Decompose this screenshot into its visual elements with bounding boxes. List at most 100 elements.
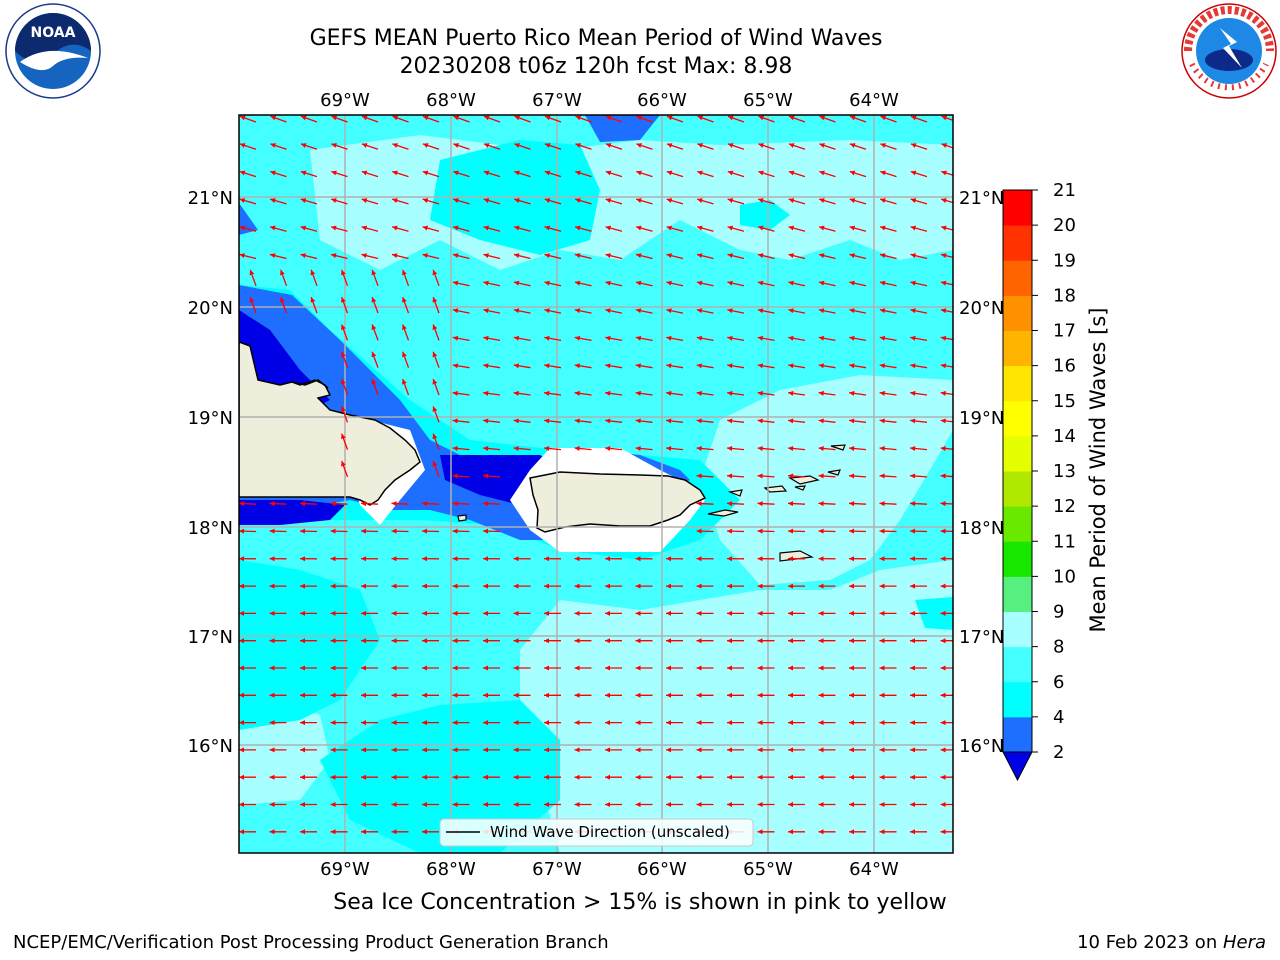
wind-wave-arrowhead	[422, 583, 427, 589]
wind-wave-arrowhead	[513, 556, 519, 562]
wind-wave-arrowhead	[300, 747, 305, 753]
wind-wave-arrowhead	[849, 363, 855, 369]
wind-wave-arrowhead	[422, 774, 427, 780]
wind-wave-arrowhead	[758, 225, 764, 231]
wind-wave-arrowhead	[666, 390, 672, 396]
wind-wave-arrowhead	[758, 198, 764, 203]
wind-wave-arrowhead	[940, 610, 946, 616]
wind-wave-arrowhead	[544, 418, 550, 424]
wind-wave-arrowhead	[849, 583, 854, 589]
contour-6-8-northeast	[740, 200, 790, 230]
wind-wave-arrowhead	[300, 802, 305, 807]
wind-wave-arrowhead	[879, 473, 885, 479]
wind-wave-arrowhead	[432, 297, 438, 303]
wind-wave-arrowhead	[452, 774, 458, 780]
wind-wave-arrowhead	[432, 269, 438, 276]
wind-wave-arrowhead	[727, 692, 732, 698]
wind-wave-arrowhead	[757, 445, 763, 451]
wind-wave-arrowhead	[788, 445, 794, 451]
wind-wave-arrowhead	[513, 335, 520, 341]
wind-wave-arrowhead	[635, 308, 642, 314]
wind-wave-arrowhead	[879, 280, 886, 286]
wind-wave-arrowhead	[818, 638, 824, 644]
wind-wave-arrowhead	[727, 747, 732, 753]
wind-wave-arrowhead	[422, 501, 428, 507]
wind-wave-arrowhead	[422, 720, 427, 726]
wind-wave-arrowhead	[605, 308, 611, 314]
wind-wave-arrowhead	[269, 774, 275, 780]
wind-wave-arrowhead	[422, 170, 429, 176]
wind-wave-arrowhead	[330, 638, 336, 644]
contour-8-9-east	[700, 375, 953, 585]
wind-wave-arrowhead	[940, 747, 946, 753]
wind-wave-arrowhead	[789, 115, 795, 121]
wind-wave-arrowhead	[452, 253, 459, 259]
wind-wave-arrowhead	[341, 433, 346, 440]
wind-wave-arrowhead	[910, 583, 915, 589]
wind-wave-arrowhead	[280, 269, 285, 276]
wind-wave-arrowhead	[605, 692, 610, 698]
wind-wave-arrowhead	[788, 225, 795, 231]
wind-wave-arrowhead	[483, 501, 489, 507]
wind-wave-arrowhead	[341, 324, 346, 330]
wind-wave-arrowhead	[727, 253, 733, 259]
wind-wave-arrowhead	[239, 198, 246, 203]
colorbar-segment	[1003, 611, 1032, 648]
wind-wave-arrowhead	[300, 692, 305, 698]
wind-wave-arrowhead	[452, 280, 459, 286]
wind-wave-arrowhead	[330, 774, 336, 780]
wind-wave-arrowhead	[666, 638, 671, 644]
wind-wave-arrowhead	[635, 418, 641, 424]
wind-wave-arrowhead	[544, 638, 549, 644]
wind-wave-arrowhead	[371, 297, 377, 303]
wind-wave-arrowhead	[544, 692, 549, 698]
colorbar-tick-label: 16	[1053, 356, 1076, 377]
wind-wave-arrowhead	[300, 583, 305, 589]
wind-wave-arrowhead	[757, 638, 763, 644]
wind-wave-arrowhead	[818, 445, 824, 451]
wind-wave-arrowhead	[696, 802, 702, 807]
wind-wave-arrowhead	[879, 445, 885, 451]
wind-wave-arrowhead	[880, 115, 887, 121]
wind-wave-arrowhead	[666, 143, 673, 148]
wind-wave-arrowhead	[758, 143, 764, 148]
wind-wave-arrowhead	[879, 501, 885, 507]
colorbar-tick-label: 21	[1053, 180, 1076, 201]
colorbar-segment	[1003, 716, 1032, 753]
wind-wave-arrowhead	[879, 528, 885, 534]
wind-wave-arrowhead	[544, 774, 549, 780]
wind-wave-arrowhead	[483, 143, 490, 148]
wind-wave-arrowhead	[391, 747, 397, 753]
wind-wave-arrowhead	[513, 665, 519, 671]
wind-wave-arrowhead	[635, 665, 641, 671]
lat-tick-right: 16°N	[959, 736, 1004, 757]
wind-wave-arrowhead	[666, 583, 671, 589]
wind-wave-arrowhead	[513, 363, 520, 369]
wind-wave-arrowhead	[788, 501, 794, 507]
wind-wave-arrowhead	[605, 143, 612, 148]
wind-wave-arrowhead	[818, 829, 824, 835]
wind-wave-arrowhead	[300, 170, 307, 176]
wind-wave-arrowhead	[330, 583, 336, 589]
wind-wave-arrowhead	[757, 390, 763, 396]
wind-wave-arrowhead	[879, 774, 885, 780]
lon-tick-bottom: 64°W	[849, 859, 899, 880]
wind-wave-arrowhead	[483, 308, 489, 314]
wind-wave-arrowhead	[940, 583, 946, 589]
wind-wave-arrowhead	[910, 638, 915, 644]
wind-wave-arrowhead	[391, 556, 397, 562]
wind-wave-arrowhead	[879, 720, 885, 726]
wind-wave-arrowhead	[880, 225, 886, 231]
wind-wave-arrowhead	[727, 445, 733, 451]
lon-tick-top: 67°W	[532, 90, 582, 111]
footer-date: 10 Feb 2023 on Hera	[1077, 932, 1266, 953]
wind-wave-arrowhead	[940, 638, 946, 644]
colorbar: 2 4 6 8 9 10 11 12 13 14 15 16 17 18 19 20 21	[1002, 180, 1076, 782]
wind-wave-arrowhead	[300, 143, 307, 148]
wind-wave-arrowhead	[788, 143, 795, 148]
colorbar-segment	[1003, 576, 1032, 612]
wind-wave-arrowhead	[452, 335, 459, 341]
wind-wave-arrowhead	[361, 501, 367, 507]
wind-wave-arrowhead	[402, 269, 407, 276]
wind-wave-arrowhead	[697, 198, 703, 203]
